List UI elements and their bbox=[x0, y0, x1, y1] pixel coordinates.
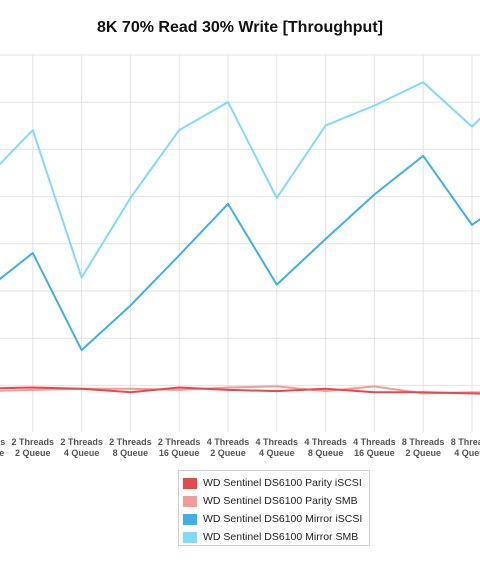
series-line-2 bbox=[0, 154, 480, 352]
x-tick-label: 2 Threads 2 Queue bbox=[12, 437, 55, 458]
legend-item: WD Sentinel DS6100 Parity iSCSI bbox=[183, 474, 369, 492]
grid bbox=[0, 54, 480, 432]
x-tick-label: 2 Threads 8 Queue bbox=[109, 437, 152, 458]
legend-item: WD Sentinel DS6100 Parity SMB bbox=[183, 492, 369, 510]
legend-swatch bbox=[183, 477, 197, 489]
series-lines bbox=[0, 81, 480, 395]
legend-label: WD Sentinel DS6100 Parity SMB bbox=[203, 495, 358, 507]
legend-swatch bbox=[183, 495, 197, 507]
x-tick-label: 8 Threads 2 Queue bbox=[402, 437, 445, 458]
legend-label: WD Sentinel DS6100 Mirror iSCSI bbox=[203, 513, 363, 525]
series-line-0 bbox=[0, 386, 480, 395]
legend-swatch bbox=[183, 531, 197, 543]
legend-label: WD Sentinel DS6100 Parity iSCSI bbox=[203, 477, 362, 489]
legend-item: WD Sentinel DS6100 Mirror iSCSI bbox=[183, 510, 369, 528]
legend-label: WD Sentinel DS6100 Mirror SMB bbox=[203, 531, 359, 543]
x-tick-label: 4 Threads 16 Queue bbox=[353, 437, 396, 458]
x-tick-label: 4 Threads 4 Queue bbox=[256, 437, 299, 458]
x-tick-label: 2 Threads 4 Queue bbox=[60, 437, 103, 458]
legend-swatch bbox=[183, 513, 197, 525]
x-tick-label: 2 Threads 16 Queue bbox=[158, 437, 201, 458]
series-line-3 bbox=[0, 81, 480, 279]
x-tick-label: 4 Threads 8 Queue bbox=[304, 437, 347, 458]
legend: WD Sentinel DS6100 Parity iSCSI WD Sentin… bbox=[178, 470, 370, 546]
chart-title: 8K 70% Read 30% Write [Throughput] bbox=[97, 19, 383, 36]
x-tick-label: 4 Threads 2 Queue bbox=[207, 437, 250, 458]
legend-item: WD Sentinel DS6100 Mirror SMB bbox=[183, 528, 369, 546]
